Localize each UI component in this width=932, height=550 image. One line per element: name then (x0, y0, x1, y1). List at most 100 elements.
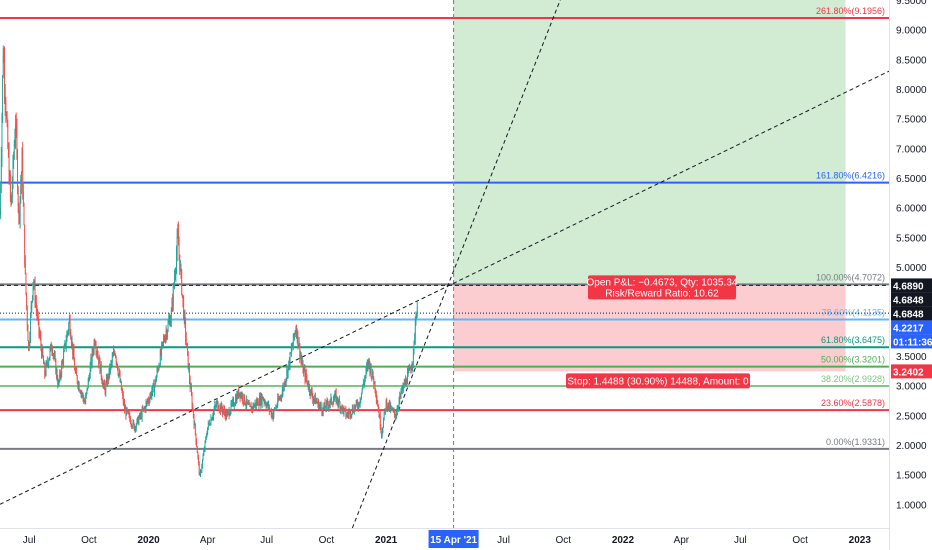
candle-body (172, 300, 174, 306)
candle-body (293, 333, 295, 337)
candle-body (301, 362, 303, 364)
candle-body (339, 402, 341, 410)
time-tick-label: Jul (734, 535, 747, 546)
fib-level-label: 78.60%(4.1135) (822, 308, 885, 318)
candle-body (45, 363, 47, 375)
candle-body (17, 190, 19, 206)
candle-body (14, 138, 16, 146)
candle-body (65, 342, 66, 347)
candle-body (215, 405, 216, 407)
target-zone[interactable] (453, 0, 846, 286)
candle-body (263, 399, 264, 401)
candle-body (300, 355, 301, 357)
price-tag (891, 334, 932, 349)
candle-body (375, 394, 377, 400)
price-tick-label: 9.5000 (896, 0, 927, 7)
candle-body (256, 401, 258, 405)
time-tick-label: Apr (674, 535, 690, 546)
candle-body (315, 401, 317, 404)
candle-body (119, 373, 121, 382)
candle-body (285, 381, 286, 386)
candle-body (34, 284, 36, 303)
candle-body (0, 186, 2, 214)
candle-body (374, 381, 376, 390)
candle-body (43, 357, 44, 364)
candle-body (392, 409, 393, 411)
candle-body (179, 254, 181, 270)
candle-body (61, 361, 63, 364)
candle-body (179, 265, 181, 270)
candle-body (220, 404, 222, 412)
price-tick-label: 1.5000 (896, 471, 927, 482)
pnl-box[interactable] (588, 275, 736, 300)
candle-body (207, 427, 209, 435)
candle-body (84, 401, 86, 404)
candle-body (353, 411, 355, 413)
candle-body (379, 415, 381, 428)
candle-body (142, 409, 144, 411)
candle-body (135, 426, 137, 429)
candle-body (159, 366, 161, 367)
price-tick-label: 8.5000 (896, 55, 927, 66)
candle-body (281, 392, 283, 398)
candle-body (333, 398, 335, 401)
candle-body (398, 400, 400, 407)
candle-body (69, 318, 70, 324)
candle-body (77, 382, 79, 387)
candle-body (202, 455, 204, 460)
candle-body (124, 408, 126, 411)
candle-body (146, 401, 148, 403)
time-tick-label: Oct (81, 535, 97, 546)
candle-body (30, 316, 31, 337)
candle-body (177, 231, 179, 237)
candle-body (98, 357, 100, 364)
candle-body (191, 387, 192, 396)
candle-body (311, 391, 313, 397)
candle-body (98, 358, 100, 364)
candle-body (322, 406, 324, 414)
candle-body (113, 351, 115, 354)
candle-body (252, 404, 254, 410)
candle-body (143, 408, 144, 411)
stop-zone[interactable] (453, 285, 846, 372)
candle-body (189, 380, 191, 389)
candle-body (281, 396, 283, 398)
candle-body (147, 399, 149, 402)
candle-body (112, 355, 114, 358)
trendline[interactable] (351, 0, 562, 528)
price-tick-label: 6.0000 (896, 204, 927, 215)
candle-body (249, 403, 251, 407)
stop-box[interactable] (566, 373, 750, 389)
candle-body (316, 401, 318, 403)
candle-body (298, 343, 300, 347)
candle-body (257, 400, 259, 405)
time-axis[interactable]: Jul Oct 2020 Apr Jul Oct 2021 Jul Oct 2022 Apr Jul O… (23, 530, 872, 548)
candle-body (227, 411, 229, 413)
candle-body (24, 262, 26, 274)
candle-body (278, 398, 280, 401)
candle-body (275, 407, 277, 410)
trendline[interactable] (0, 70, 889, 505)
price-tag (891, 306, 932, 321)
candle-body (198, 462, 200, 474)
candle-body (261, 395, 262, 404)
candle-body (2, 76, 3, 117)
candle-body (21, 150, 23, 173)
candle-body (410, 368, 412, 371)
candle-body (233, 405, 235, 407)
candle-body (324, 402, 326, 408)
candle-body (226, 412, 228, 417)
plot-area[interactable]: 0.00%(1.9331) 23.60%(2.5878) 38.20%(2.9928… (0, 0, 889, 528)
candle-body (219, 405, 221, 411)
candle-body (102, 383, 104, 386)
price-tag-label: 3.2402 (893, 367, 924, 378)
candle-body (402, 384, 404, 389)
candle-body (268, 405, 270, 408)
candle-body (72, 349, 74, 355)
candle-body (139, 413, 140, 419)
candle-body (129, 414, 131, 420)
candle-body (372, 371, 373, 377)
candle-body (54, 355, 55, 357)
candle-body (125, 408, 127, 416)
